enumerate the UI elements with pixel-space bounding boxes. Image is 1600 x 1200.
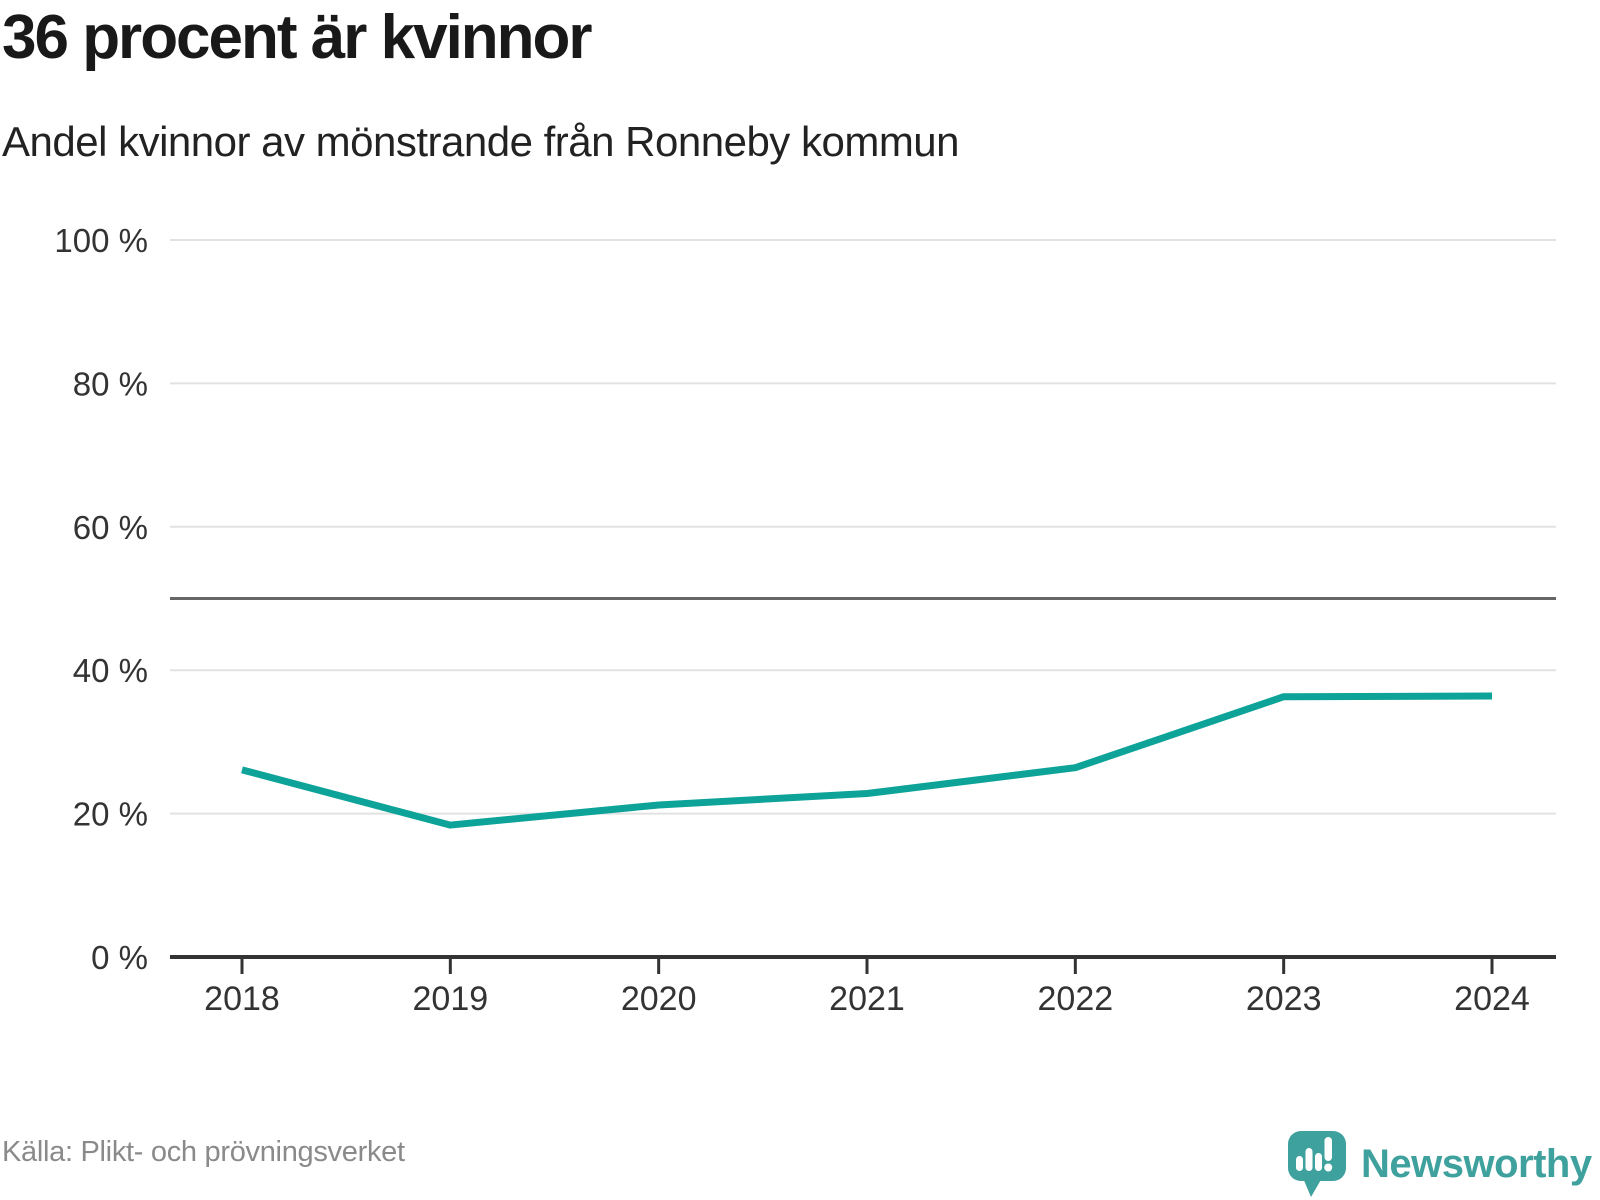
- y-tick-label: 20 %: [73, 796, 148, 833]
- source-note: Källa: Plikt- och prövningsverket: [2, 1136, 405, 1168]
- x-tick-label: 2020: [621, 980, 697, 1018]
- y-tick-label: 40 %: [73, 652, 148, 689]
- y-tick-label: 100 %: [54, 222, 148, 259]
- line-chart: 0 % 20 % 40 % 60 % 80 % 100 % 2018 2019 2020 2021…: [54, 222, 1556, 1018]
- page-title: 36 procent är kvinnor: [2, 3, 593, 72]
- y-tick-label: 80 %: [73, 365, 148, 402]
- newsworthy-logo: Newsworthy: [1288, 1130, 1592, 1198]
- y-tick-label: 0 %: [91, 939, 148, 976]
- newsworthy-logo-text: Newsworthy: [1361, 1141, 1592, 1186]
- x-tick-label: 2024: [1454, 980, 1530, 1018]
- x-tick-label: 2019: [413, 980, 489, 1018]
- x-tick-label: 2021: [829, 980, 905, 1018]
- data-line-andel-kvinnor: [241, 692, 1493, 829]
- x-tick-label: 2023: [1246, 980, 1322, 1018]
- chart-subtitle: Andel kvinnor av mönstrande från Ronneby…: [2, 118, 960, 165]
- x-tick-label: 2022: [1038, 980, 1114, 1018]
- newsworthy-speech-bubble-chart-icon: [1288, 1131, 1346, 1197]
- y-tick-label: 60 %: [73, 509, 148, 546]
- x-tick-label: 2018: [204, 980, 280, 1018]
